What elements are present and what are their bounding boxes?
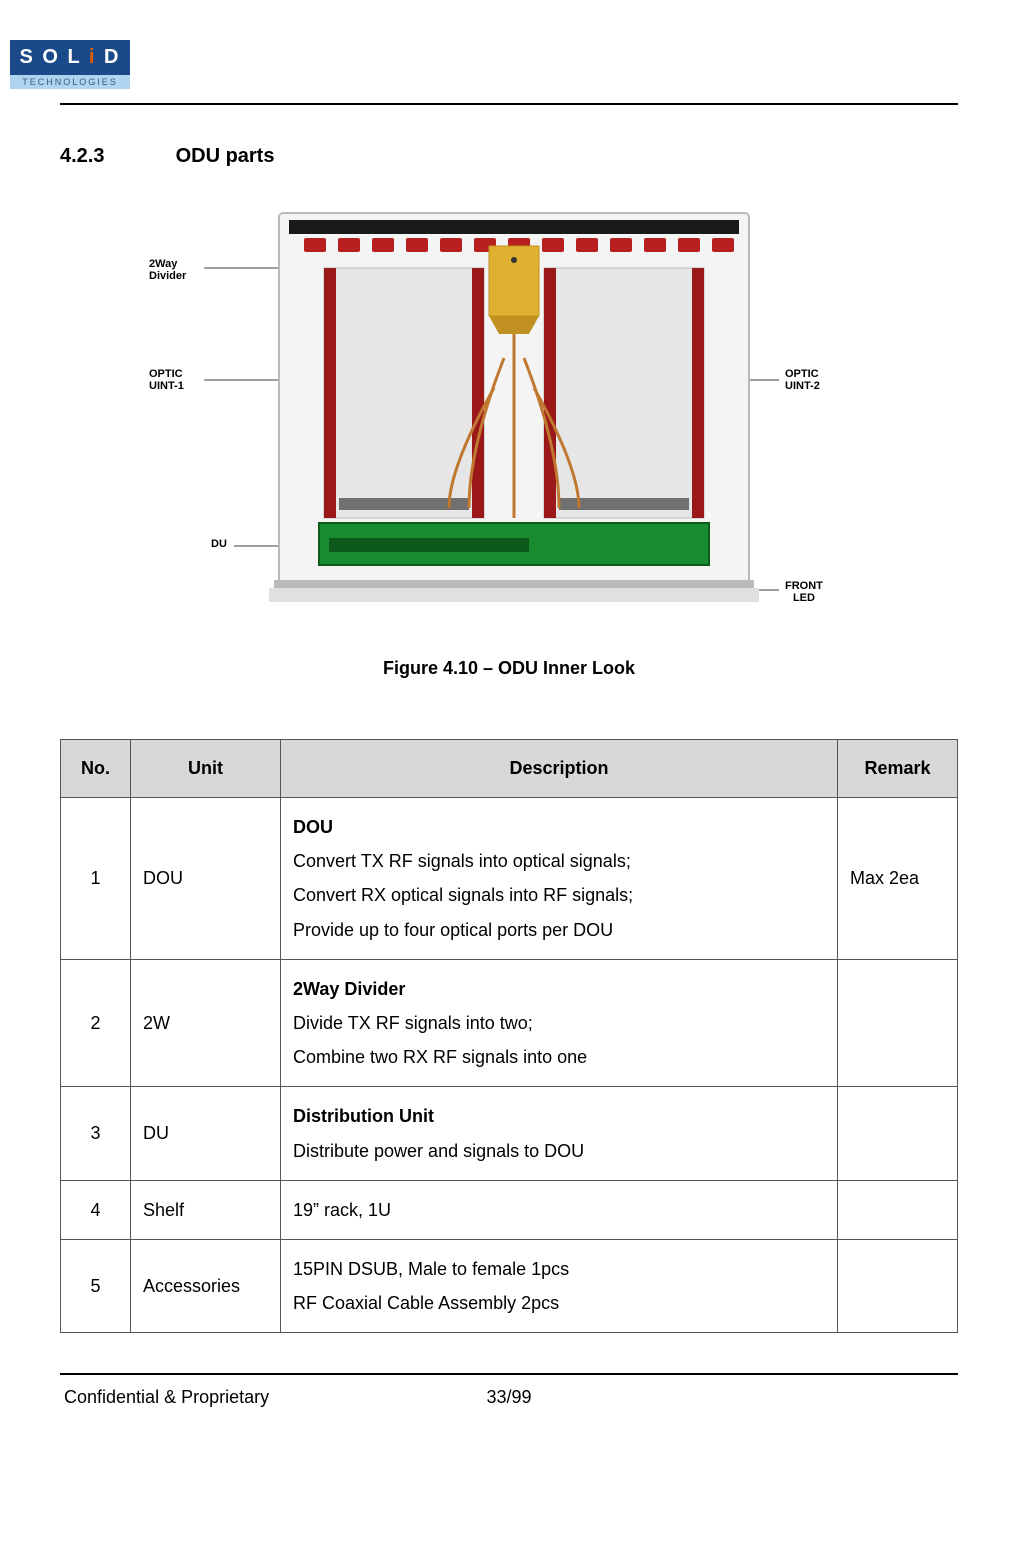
company-logo: S O L i D TECHNOLOGIES (10, 40, 130, 89)
table-row: 22W2Way DividerDivide TX RF signals into… (61, 959, 958, 1087)
odu-diagram: 2WayDivider OPTICUINT-1 DU OPTICUINT-2 F… (149, 208, 869, 628)
cell-description: 15PIN DSUB, Male to female 1pcsRF Coaxia… (281, 1239, 838, 1332)
cell-remark (838, 1239, 958, 1332)
table-row: 3DUDistribution UnitDistribute power and… (61, 1087, 958, 1180)
cell-description: Distribution UnitDistribute power and si… (281, 1087, 838, 1180)
cell-remark (838, 1087, 958, 1180)
page-footer: Confidential & Proprietary 33/99 (60, 1387, 958, 1428)
col-desc: Description (281, 740, 838, 798)
section-heading: 4.2.3 ODU parts (60, 145, 958, 168)
cell-description: 19” rack, 1U (281, 1180, 838, 1239)
cell-unit: DU (131, 1087, 281, 1180)
cell-no: 4 (61, 1180, 131, 1239)
cell-remark (838, 1180, 958, 1239)
cell-no: 1 (61, 798, 131, 960)
figure-container: 2WayDivider OPTICUINT-1 DU OPTICUINT-2 F… (60, 208, 958, 628)
table-row: 5Accessories15PIN DSUB, Male to female 1… (61, 1239, 958, 1332)
parts-table: No. Unit Description Remark 1DOUDOUConve… (60, 739, 958, 1333)
odu-device-svg (269, 208, 759, 608)
cell-unit: DOU (131, 798, 281, 960)
cell-no: 5 (61, 1239, 131, 1332)
col-unit: Unit (131, 740, 281, 798)
footer-page-number: 33/99 (486, 1387, 531, 1408)
footer-confidential: Confidential & Proprietary (64, 1387, 269, 1408)
header-rule (60, 103, 958, 105)
cell-description: DOUConvert TX RF signals into optical si… (281, 798, 838, 960)
col-no: No. (61, 740, 131, 798)
table-row: 1DOUDOUConvert TX RF signals into optica… (61, 798, 958, 960)
col-remark: Remark (838, 740, 958, 798)
cell-unit: Shelf (131, 1180, 281, 1239)
cell-remark (838, 959, 958, 1087)
section-title-text: ODU parts (176, 145, 275, 167)
cell-no: 2 (61, 959, 131, 1087)
cell-unit: 2W (131, 959, 281, 1087)
cell-description: 2Way DividerDivide TX RF signals into tw… (281, 959, 838, 1087)
cell-remark: Max 2ea (838, 798, 958, 960)
logo-line2: TECHNOLOGIES (10, 75, 130, 89)
table-row: 4Shelf19” rack, 1U (61, 1180, 958, 1239)
section-number: 4.2.3 (60, 145, 170, 168)
footer-rule (60, 1373, 958, 1375)
logo-line1: S O L i D (10, 40, 130, 75)
figure-caption: Figure 4.10 – ODU Inner Look (60, 658, 958, 679)
table-body: 1DOUDOUConvert TX RF signals into optica… (61, 798, 958, 1333)
cell-no: 3 (61, 1087, 131, 1180)
document-page: S O L i D TECHNOLOGIES 4.2.3 ODU parts 2… (0, 0, 1018, 1560)
cell-unit: Accessories (131, 1239, 281, 1332)
table-header: No. Unit Description Remark (61, 740, 958, 798)
